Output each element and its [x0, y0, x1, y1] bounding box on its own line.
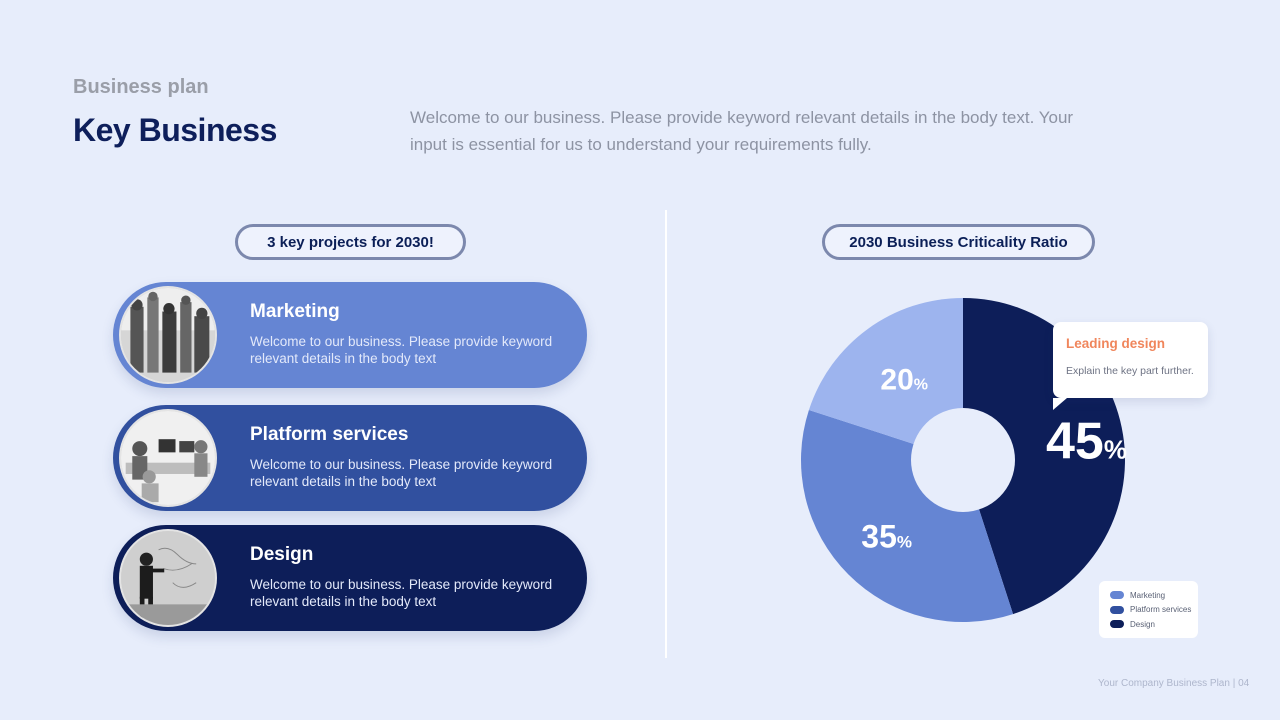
- section-kicker: Business plan: [73, 76, 209, 98]
- column-divider: [665, 210, 667, 658]
- project-card-marketing: Marketing Welcome to our business. Pleas…: [113, 282, 587, 388]
- donut-slice-marketing: [808, 298, 963, 460]
- page-footer: Your Company Business Plan | 04: [1098, 678, 1250, 689]
- chart-badge: 2030 Business Criticality Ratio: [822, 224, 1095, 260]
- legend-swatch: [1110, 591, 1124, 600]
- card-title: Design: [250, 544, 314, 565]
- marketing-photo: [119, 286, 217, 384]
- project-card-platform-services: Platform services Welcome to our busines…: [113, 405, 587, 511]
- card-body: Welcome to our business. Please provide …: [250, 334, 553, 366]
- card-body: Welcome to our business. Please provide …: [250, 457, 553, 489]
- leading-design-callout: Leading design Explain the key part furt…: [1053, 322, 1208, 410]
- legend-item-marketing: Marketing: [1110, 588, 1198, 603]
- slice-label-design: 45%: [1046, 413, 1127, 471]
- platform-services-photo: [119, 409, 217, 507]
- card-body: Welcome to our business. Please provide …: [250, 577, 553, 609]
- card-title: Marketing: [250, 301, 340, 322]
- legend-label: Marketing: [1130, 590, 1166, 600]
- donut-hole: [911, 408, 1015, 512]
- chart-legend: Marketing Platform services Design: [1099, 581, 1198, 638]
- callout-title: Leading design: [1066, 336, 1166, 351]
- slice-label-platform-services: 35%: [861, 519, 912, 555]
- callout-body: Explain the key part further.: [1066, 365, 1194, 377]
- page-title: Key Business: [73, 112, 277, 148]
- slice-label-marketing: 20%: [880, 364, 928, 397]
- legend-swatch: [1110, 605, 1124, 614]
- legend-swatch: [1110, 620, 1124, 629]
- project-card-design: Design Welcome to our business. Please p…: [113, 525, 587, 631]
- legend-label: Platform services: [1130, 605, 1192, 615]
- card-title: Platform services: [250, 424, 409, 445]
- legend-item-design: Design: [1110, 617, 1198, 632]
- legend-label: Design: [1130, 619, 1155, 629]
- projects-badge: 3 key projects for 2030!: [235, 224, 466, 260]
- design-photo: [119, 529, 217, 627]
- intro-text: Welcome to our business. Please provide …: [410, 108, 1074, 154]
- legend-item-platform-services: Platform services: [1110, 603, 1198, 618]
